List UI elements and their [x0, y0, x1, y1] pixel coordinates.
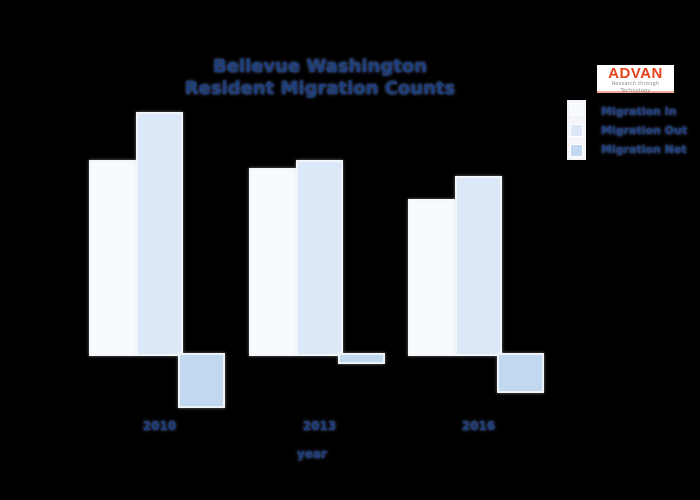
bar-migration-out-2010: [136, 112, 183, 356]
advan-logo-tagline: Research through Technology: [611, 81, 660, 94]
legend-swatch-migration-in-icon: [570, 103, 583, 116]
bar-migration-net-2010: [178, 353, 225, 408]
legend-swatch-migration-net-icon: [570, 144, 583, 157]
legend-label-migration-out: Migration Out: [601, 124, 688, 137]
legend-label-migration-in: Migration In: [601, 105, 677, 118]
x-axis-title: year: [297, 447, 327, 461]
legend-label-migration-net: Migration Net: [601, 143, 687, 156]
x-tick-2013: 2013: [302, 419, 337, 433]
bar-migration-in-2010: [89, 160, 136, 356]
x-tick-2010: 2010: [142, 419, 177, 433]
bar-migration-net-2016: [497, 353, 544, 393]
bar-migration-in-2016: [408, 199, 455, 356]
bar-migration-net-2013: [338, 353, 385, 364]
advan-logo: ADVAN Research through Technology: [597, 65, 674, 94]
bar-migration-out-2016: [455, 176, 502, 356]
chart-title-line1: Bellevue Washington: [212, 56, 428, 77]
chart-title-line2: Resident Migration Counts: [184, 78, 456, 99]
bar-migration-out-2013: [296, 160, 343, 356]
x-tick-2016: 2016: [461, 419, 496, 433]
advan-logo-text: ADVAN: [608, 65, 663, 82]
legend-swatch-migration-out-icon: [570, 123, 583, 137]
chart-legend: Migration In Migration Out Migration Net: [601, 102, 687, 159]
chart-title: Bellevue Washington Resident Migration C…: [110, 56, 530, 100]
bar-migration-in-2013: [249, 168, 296, 356]
legend-swatches: [567, 100, 586, 160]
